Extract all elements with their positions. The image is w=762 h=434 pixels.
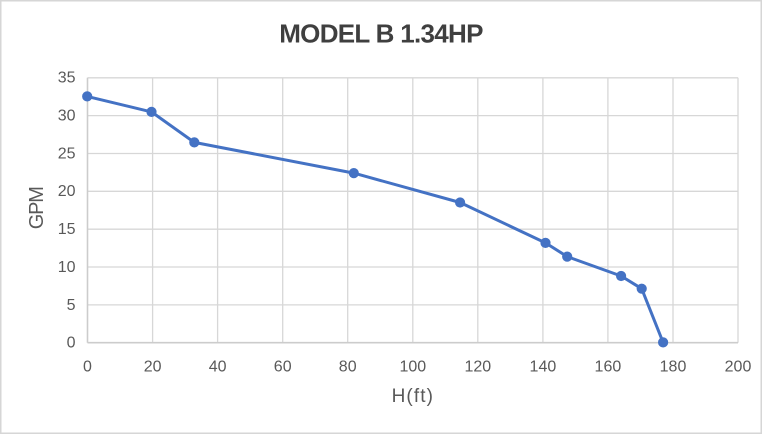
svg-text:5: 5 [67,297,76,314]
svg-text:160: 160 [595,358,622,375]
svg-text:10: 10 [58,259,76,276]
svg-text:80: 80 [339,358,357,375]
svg-text:180: 180 [660,358,687,375]
svg-text:140: 140 [530,358,557,375]
svg-text:100: 100 [399,358,426,375]
svg-text:20: 20 [144,358,162,375]
svg-text:15: 15 [58,221,76,238]
svg-text:200: 200 [725,358,752,375]
svg-text:120: 120 [464,358,491,375]
svg-text:35: 35 [58,70,76,87]
svg-text:GPM: GPM [26,187,48,229]
svg-text:MODEL B 1.34HP: MODEL B 1.34HP [279,19,483,49]
svg-text:H(ft): H(ft) [392,386,434,407]
svg-text:40: 40 [209,358,227,375]
svg-text:25: 25 [58,145,76,162]
svg-text:0: 0 [67,335,76,352]
svg-text:60: 60 [274,358,292,375]
svg-text:30: 30 [58,108,76,125]
svg-text:0: 0 [83,358,92,375]
svg-text:20: 20 [58,183,76,200]
